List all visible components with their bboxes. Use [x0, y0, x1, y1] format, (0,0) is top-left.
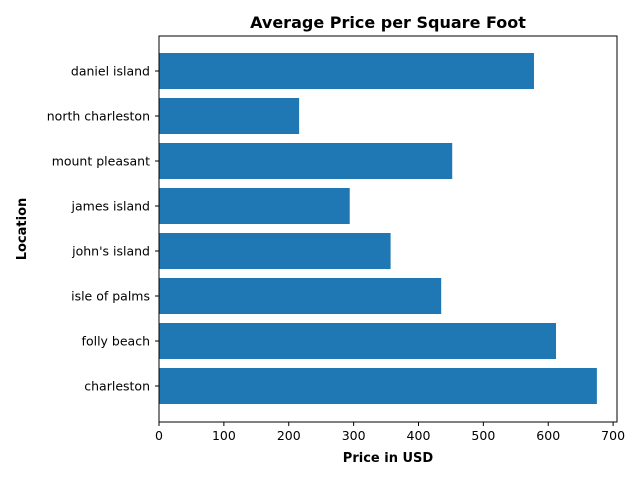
y-tick-label: john's island [71, 244, 150, 259]
x-axis-ticks: 0 100 200 300 400 500 600 700 [155, 422, 625, 443]
x-axis-label: Price in USD [343, 451, 434, 466]
bar-james-island [159, 188, 350, 224]
x-tick-label: 500 [471, 428, 495, 443]
chart-title: Average Price per Square Foot [250, 13, 526, 32]
bar-isle-of-palms [159, 278, 442, 314]
x-tick-label: 700 [601, 428, 625, 443]
y-axis-ticks: charleston folly beach isle of palms john's… [47, 64, 159, 394]
x-tick-label: 0 [155, 428, 163, 443]
bar-folly-beach [159, 323, 557, 359]
bar-john-s-island [159, 233, 391, 269]
y-tick-label: daniel island [71, 64, 150, 79]
y-tick-label: mount pleasant [52, 154, 150, 169]
x-tick-label: 600 [536, 428, 560, 443]
bar-charleston [159, 368, 597, 404]
y-tick-label: isle of palms [71, 289, 150, 304]
y-tick-label: folly beach [82, 334, 150, 349]
x-tick-label: 300 [342, 428, 366, 443]
bars-group [159, 53, 597, 404]
bar-mount-pleasant [159, 143, 453, 179]
bar-daniel-island [159, 53, 534, 89]
y-tick-label: charleston [84, 379, 150, 394]
x-tick-label: 100 [212, 428, 236, 443]
y-tick-label: north charleston [47, 109, 150, 124]
x-tick-label: 400 [407, 428, 431, 443]
x-tick-label: 200 [277, 428, 301, 443]
y-axis-label: Location [15, 198, 30, 261]
bar-north-charleston [159, 98, 300, 134]
plot-frame [158, 35, 618, 423]
y-tick-label: james island [71, 199, 150, 214]
